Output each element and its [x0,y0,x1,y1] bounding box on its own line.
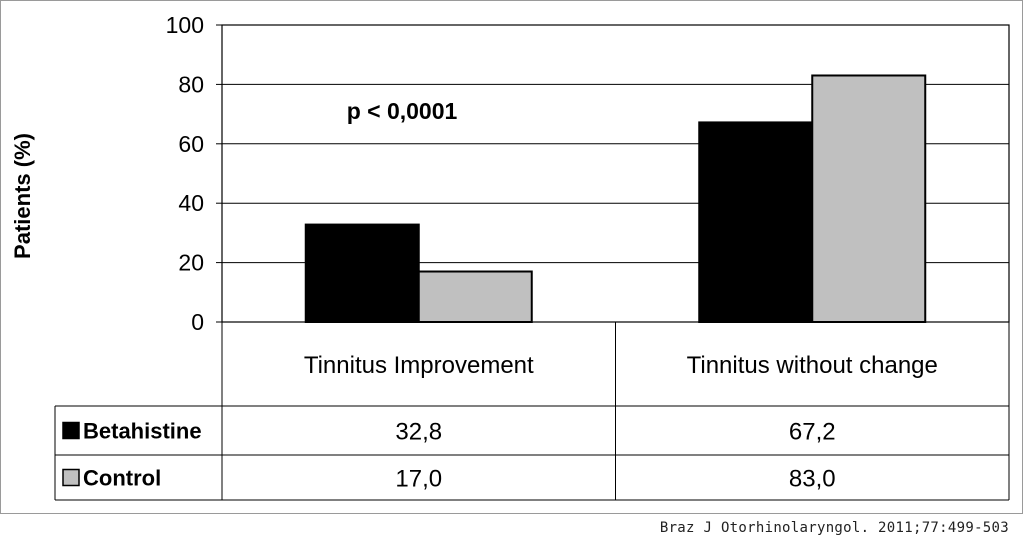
bar [304,223,420,323]
y-tick-label: 0 [191,309,204,335]
legend-label: Control [83,466,161,491]
citation: Braz J Otorhinolaryngol. 2011;77:499-503 [659,520,1009,536]
legend-swatch [62,468,80,487]
bar [811,74,927,323]
y-tick-label: 80 [178,71,204,97]
y-tick-label: 100 [166,12,204,38]
bars [304,74,927,324]
bar [698,121,814,323]
legend-swatch [62,421,80,440]
data-table: Tinnitus Improvement Tinnitus without cha… [54,322,1010,501]
data-value: 17,0 [395,466,442,493]
y-tick-label: 40 [178,190,204,216]
data-value: 67,2 [789,419,836,446]
y-tick-label: 20 [178,250,204,276]
data-value: 83,0 [789,466,836,493]
p-value-annotation: p < 0,0001 [347,98,458,124]
bar [417,270,533,324]
data-value: 32,8 [395,419,442,446]
y-tick-label: 60 [178,131,204,157]
y-tick-labels: 0 20 40 60 80 100 [166,12,204,335]
y-axis-label: Patients (%) [10,133,35,259]
legend-label: Betahistine [83,419,202,444]
category-label: Tinnitus Improvement [304,352,534,379]
category-label: Tinnitus without change [687,352,938,379]
